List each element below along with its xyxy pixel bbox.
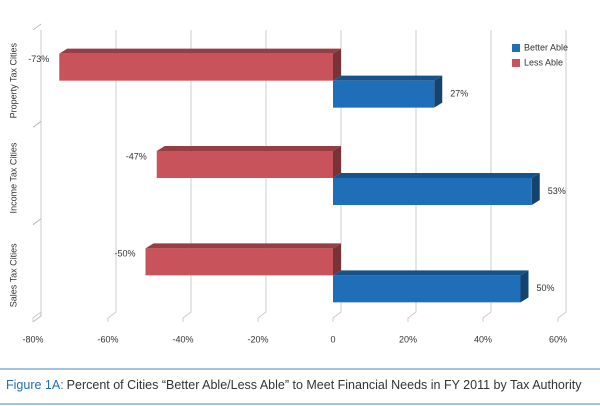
y-tick-label: Income Tax Cities [8, 142, 18, 213]
value-label: 53% [548, 186, 566, 196]
bar-side [333, 146, 341, 178]
x-tick-label: 20% [399, 334, 417, 344]
legend-label: Better Able [524, 42, 568, 52]
bar [333, 275, 521, 303]
bar-top [59, 48, 341, 54]
grid-line [407, 30, 417, 322]
bar-side [520, 270, 529, 303]
grid-line [107, 30, 117, 322]
caption: Figure 1A: Percent of Cities “Better Able… [6, 378, 582, 392]
bar-top [156, 146, 341, 151]
grid-line [32, 30, 42, 322]
bar-side [333, 243, 341, 276]
bar-side [531, 173, 540, 205]
x-tick-label: 40% [474, 334, 492, 344]
grid-line [557, 30, 567, 322]
x-tick-label: 0 [330, 334, 335, 344]
legend-swatch [512, 59, 520, 67]
y-tick-label: Property Tax Cities [8, 42, 18, 118]
grid-line [482, 30, 492, 322]
legend-swatch [512, 44, 520, 52]
y-tick [32, 23, 42, 31]
bar [145, 248, 333, 276]
x-tick-label: 60% [549, 334, 567, 344]
figure-label: Figure 1A: [6, 378, 64, 392]
bar-top [333, 75, 443, 81]
y-tick [32, 120, 42, 128]
bar-top [145, 243, 341, 249]
bar [156, 151, 333, 178]
value-label: 27% [450, 89, 468, 99]
bar-top [333, 270, 529, 276]
bar [59, 53, 333, 81]
value-label: -73% [28, 54, 49, 64]
bar [333, 80, 435, 108]
x-tick-label: -40% [172, 334, 193, 344]
bar [333, 178, 532, 205]
x-tick-label: -60% [97, 334, 118, 344]
value-label: -47% [126, 151, 147, 161]
value-label: -50% [114, 249, 135, 259]
y-tick [32, 218, 42, 226]
bar-side [333, 48, 341, 81]
bar-top [333, 173, 540, 178]
legend-label: Less Able [524, 57, 563, 67]
bar-side [434, 75, 443, 108]
y-tick-label: Sales Tax Cities [8, 243, 18, 307]
x-tick-label: -80% [22, 334, 43, 344]
chart-title: Percent of Cities “Better Able/Less Able… [67, 378, 583, 392]
value-label: 50% [537, 283, 555, 293]
x-tick-label: -20% [247, 334, 268, 344]
